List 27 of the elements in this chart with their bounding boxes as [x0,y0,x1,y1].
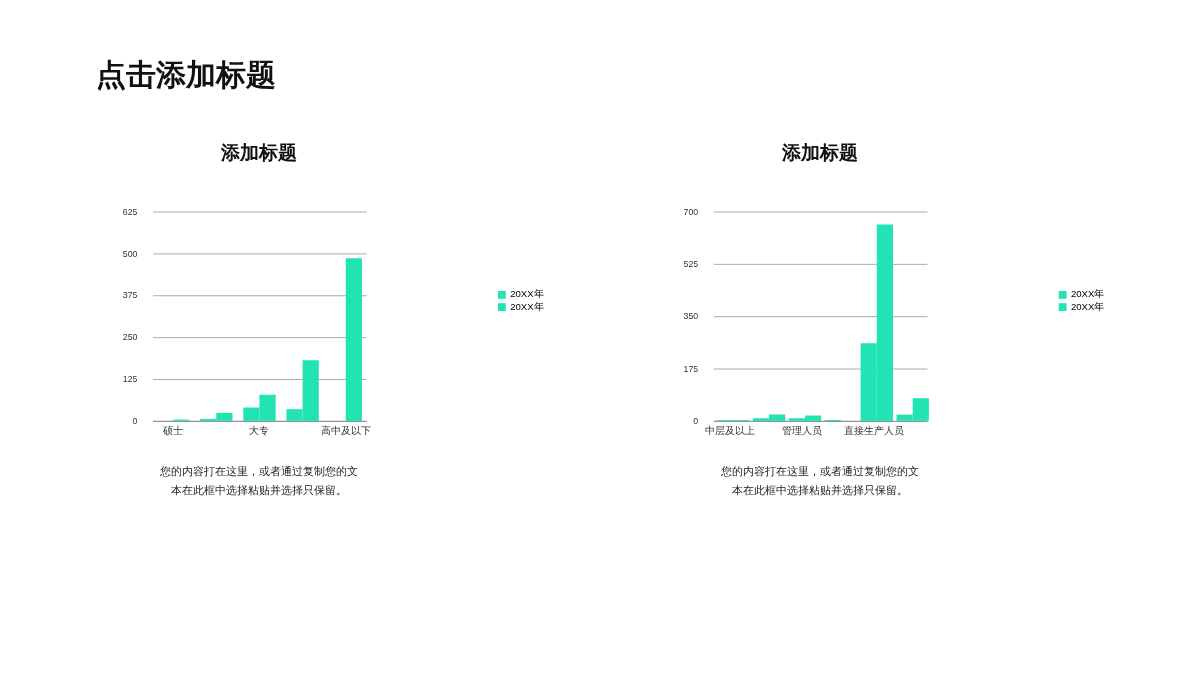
y-tick-label: 500 [122,248,138,259]
text: 您的内容打在这里，或者通过复制您的文本在此框中选择粘贴并选择只保留。 [719,464,919,497]
chart-title: 添加标题 [220,142,298,164]
legend-label: 20XX年 [1070,288,1105,300]
legend-label: 20XX年 [510,300,544,312]
x-tick-label: 管理人员 [782,425,823,437]
y-tick-label: 125 [122,374,138,385]
y-tick-label: 175 [683,363,699,374]
x-tick-label: 中层及以上 [705,425,756,437]
x-tick-label: 大专 [249,425,270,437]
y-tick-label: 375 [122,290,138,301]
legend-label: 20XX年 [1070,300,1105,312]
y-tick-label: 350 [683,311,699,322]
y-tick-label: 0 [693,415,699,426]
text: 您的内容打在这里，或者通过复制您的文本在此框中选择粘贴并选择只保留。 [159,464,359,497]
y-tick-label: 700 [683,206,699,217]
chart-title: 添加标题 [781,142,859,164]
text: 点击添加标题 [96,58,277,92]
x-tick-label: 高中及以下 [320,425,371,437]
y-tick-label: 525 [683,258,699,269]
legend-label: 20XX年 [510,288,544,300]
y-tick-label: 250 [122,332,138,343]
y-tick-label: 0 [132,415,138,426]
x-tick-label: 直接生产人员 [844,425,905,437]
x-tick-label: 硕士 [162,425,184,437]
y-tick-label: 625 [122,206,138,217]
bar [345,258,362,421]
